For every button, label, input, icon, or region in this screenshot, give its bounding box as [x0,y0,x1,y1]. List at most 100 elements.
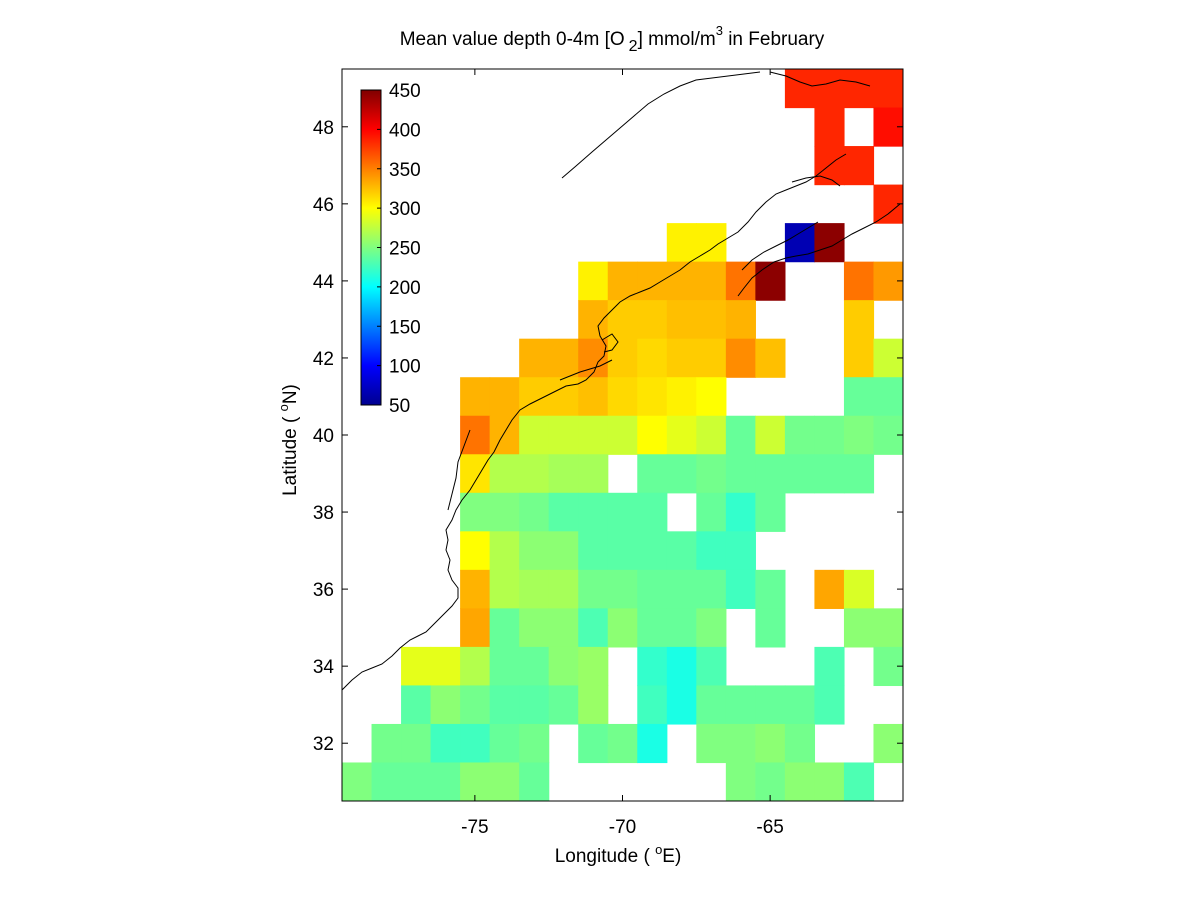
heatmap-cell [725,338,756,378]
heatmap-cell [371,762,402,801]
heatmap-cell [430,723,461,764]
heatmap-cell [430,685,461,725]
heatmap-cell [666,415,697,455]
heatmap-cell [460,415,491,455]
x-tick-label: -65 [756,817,783,838]
map-plot: -75 -70 -65 32 34 36 38 40 42 44 46 48 50 100 150 200… [313,68,904,838]
heatmap-cell [696,300,727,340]
heatmap-cell [401,762,432,801]
heatmap-cell [342,762,373,801]
heatmap-cell [519,762,550,801]
heatmap-cell [460,531,491,571]
heatmap-cell [607,300,638,340]
heatmap-cell [666,377,697,417]
heatmap-cell [814,454,845,494]
heatmap-cell [489,531,520,571]
colorbar-tick-label: 250 [389,239,421,260]
heatmap-cell [755,569,786,609]
heatmap-cell [607,569,638,609]
heatmap-cell [784,454,816,494]
heatmap-cell [637,338,668,378]
heatmap-cell [578,300,609,340]
heatmap-cell [637,377,668,417]
colorbar-tick-label: 200 [389,278,421,299]
colorbar-tick-label: 300 [389,199,421,220]
x-axis-label: Longitude ( oE) [555,842,682,867]
heatmap-cell [696,531,727,571]
heatmap-cell [578,261,609,301]
y-tick-label: 36 [313,580,334,601]
heatmap-cell [725,531,756,571]
y-tick-label: 38 [313,503,334,524]
heatmap-cell [607,723,638,764]
heatmap-cell [755,608,786,648]
y-tick-label: 32 [313,734,334,755]
heatmap-cell [843,69,875,109]
heatmap-cell [666,338,697,378]
heatmap-cell [578,569,609,609]
heatmap-cell [460,685,491,725]
heatmap-cell [578,531,609,571]
heatmap-cell [666,569,697,609]
heatmap-cell [489,454,520,494]
heatmap-cell [489,415,520,455]
heatmap-cell [696,223,727,263]
heatmap-cell [666,685,697,725]
heatmap-cell [814,69,845,109]
heatmap-cell [401,646,432,687]
heatmap-cell [696,454,727,494]
heatmap-cell [578,492,609,532]
heatmap-cell [637,569,668,609]
heatmap-cell [725,492,756,532]
heatmap-cell [814,762,845,801]
y-tick-label: 42 [313,349,334,370]
heatmap-cell [666,646,697,687]
coastline-us-east [342,153,847,691]
heatmap-cell [784,223,816,263]
heatmap-cell [607,338,638,378]
heatmap-cell [401,723,432,764]
heatmap-cell [607,492,638,532]
heatmap-cell [637,300,668,340]
heatmap-cell [873,608,903,648]
heatmap-cell [755,762,786,801]
chart-title: Mean value depth 0-4m [O 2] mmol/m3 in Fe… [400,23,825,55]
heatmap-cell [814,685,845,725]
heatmap-cell [519,492,550,532]
heatmap-cell [371,723,402,764]
heatmap-cell [843,608,875,648]
heatmap-cell [755,685,786,725]
heatmap-cell [489,608,520,648]
heatmap-cell [696,569,727,609]
heatmap-cell [578,723,609,764]
x-tick-label: -70 [609,817,636,838]
coastline-cape-cod [601,333,619,353]
heatmap-cell [519,569,550,609]
heatmap-cell [784,69,816,109]
heatmap-cell [489,762,520,801]
heatmap-cell [696,723,727,764]
heatmap-cell [519,531,550,571]
y-tick-label: 40 [313,426,334,447]
y-tick-label: 34 [313,657,335,678]
heatmap-cell [843,338,875,378]
heatmap-cell [814,415,845,455]
heatmap-cell [460,723,491,764]
coastline-nova-scotia [737,203,901,297]
heatmap-cell [784,723,816,764]
heatmap-cell [519,608,550,648]
heatmap-cell [814,569,845,609]
heatmap-cell [755,415,786,455]
heatmap-cell [814,223,845,263]
heatmap-cell [519,454,550,494]
heatmap-cell [401,685,432,725]
colorbar: 50 100 150 200 250 300 350 400 450 [360,81,421,417]
heatmap-cell [755,261,786,301]
coastline-fundy [741,221,819,271]
heatmap-cell [519,685,550,725]
heatmap-cell [548,531,579,571]
heatmap-cell [460,569,491,609]
heatmap-cell [460,492,491,532]
heatmap-cell [519,646,550,687]
